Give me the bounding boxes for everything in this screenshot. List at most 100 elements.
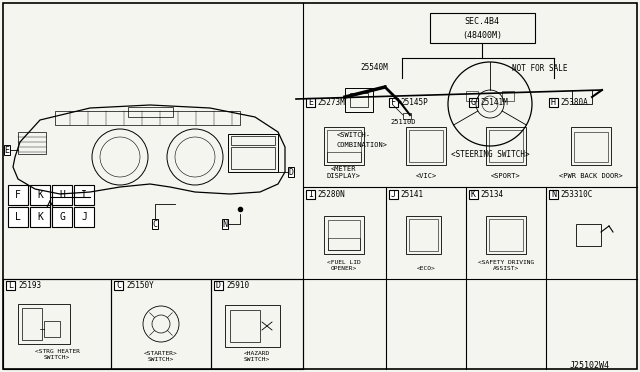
Text: J: J bbox=[391, 190, 396, 199]
Bar bbox=[574, 132, 608, 162]
Bar bbox=[8, 185, 28, 205]
Text: C: C bbox=[116, 281, 121, 290]
Bar bbox=[306, 98, 315, 107]
Text: 25273M: 25273M bbox=[317, 97, 345, 106]
Bar bbox=[231, 147, 275, 169]
Text: <SAFETY DRIVING
ASSIST>: <SAFETY DRIVING ASSIST> bbox=[478, 260, 534, 271]
Bar bbox=[3, 279, 111, 369]
Text: <STRG HEATER
SWITCH>: <STRG HEATER SWITCH> bbox=[35, 349, 79, 360]
Text: K: K bbox=[37, 190, 43, 200]
Text: N: N bbox=[223, 219, 227, 228]
Bar bbox=[571, 127, 611, 165]
Text: <FUEL LID
OPENER>: <FUEL LID OPENER> bbox=[327, 260, 361, 271]
Bar bbox=[52, 185, 72, 205]
Text: K: K bbox=[471, 190, 476, 199]
Text: <PWR BACK DOOR>: <PWR BACK DOOR> bbox=[559, 173, 623, 179]
Bar bbox=[327, 152, 361, 162]
Text: 25110D: 25110D bbox=[390, 119, 415, 125]
Bar bbox=[74, 185, 94, 205]
Text: 25540M: 25540M bbox=[360, 62, 388, 71]
Bar bbox=[409, 130, 443, 162]
Text: <METER
DISPLAY>: <METER DISPLAY> bbox=[327, 166, 361, 179]
Text: J25102W4: J25102W4 bbox=[570, 360, 610, 369]
Text: I: I bbox=[81, 190, 87, 200]
Bar bbox=[469, 98, 478, 107]
Bar bbox=[228, 134, 278, 172]
Bar bbox=[466, 91, 478, 101]
Text: F: F bbox=[391, 98, 396, 107]
Text: <SPORT>: <SPORT> bbox=[491, 173, 521, 179]
Bar bbox=[214, 281, 223, 290]
Bar bbox=[328, 238, 360, 250]
Bar bbox=[576, 224, 601, 246]
Bar bbox=[572, 90, 592, 104]
Bar bbox=[114, 281, 123, 290]
Text: <STEERING SWITCH>: <STEERING SWITCH> bbox=[451, 150, 529, 158]
Bar bbox=[324, 216, 364, 254]
Text: 25910: 25910 bbox=[226, 280, 249, 289]
Bar bbox=[74, 207, 94, 227]
Bar bbox=[6, 281, 15, 290]
Text: I: I bbox=[308, 190, 313, 199]
Text: 25150Y: 25150Y bbox=[126, 280, 154, 289]
Bar bbox=[22, 308, 42, 340]
Text: 25141: 25141 bbox=[400, 189, 423, 199]
Bar bbox=[549, 190, 558, 199]
Text: 25141M: 25141M bbox=[480, 97, 508, 106]
Bar bbox=[230, 310, 260, 342]
Text: D: D bbox=[216, 281, 221, 290]
Text: L: L bbox=[8, 281, 13, 290]
Bar bbox=[486, 216, 526, 254]
Text: E: E bbox=[308, 98, 313, 107]
Bar bbox=[389, 98, 398, 107]
Text: L: L bbox=[15, 212, 21, 222]
Bar bbox=[409, 219, 438, 251]
Text: G: G bbox=[471, 98, 476, 107]
Text: SEC.4B4: SEC.4B4 bbox=[465, 16, 499, 26]
Bar bbox=[52, 207, 72, 227]
Bar bbox=[502, 91, 514, 101]
Bar bbox=[128, 107, 173, 117]
Text: H: H bbox=[59, 190, 65, 200]
Bar bbox=[403, 113, 411, 119]
Text: <SWITCH-: <SWITCH- bbox=[337, 132, 371, 138]
Text: G: G bbox=[59, 212, 65, 222]
Text: <ECO>: <ECO> bbox=[417, 266, 435, 271]
Bar bbox=[225, 305, 280, 347]
Text: H: H bbox=[551, 98, 556, 107]
Text: 25145P: 25145P bbox=[400, 97, 428, 106]
Bar bbox=[406, 127, 446, 165]
Text: K: K bbox=[37, 212, 43, 222]
Text: <STARTER>
SWITCH>: <STARTER> SWITCH> bbox=[144, 351, 178, 362]
Text: <VIC>: <VIC> bbox=[415, 173, 436, 179]
Text: COMBINATION>: COMBINATION> bbox=[337, 142, 388, 148]
Text: N: N bbox=[551, 190, 556, 199]
Bar bbox=[44, 321, 60, 337]
Text: (48400M): (48400M) bbox=[462, 31, 502, 39]
Bar bbox=[111, 279, 211, 369]
Bar bbox=[549, 98, 558, 107]
Bar bbox=[345, 88, 373, 112]
Text: J: J bbox=[81, 212, 87, 222]
Bar bbox=[211, 279, 303, 369]
Text: 253310C: 253310C bbox=[560, 189, 593, 199]
Text: 25380A: 25380A bbox=[560, 97, 588, 106]
Bar bbox=[328, 220, 360, 250]
Bar bbox=[324, 127, 364, 165]
Bar bbox=[231, 136, 275, 145]
Bar bbox=[8, 207, 28, 227]
Bar bbox=[489, 130, 523, 162]
Text: 25280N: 25280N bbox=[317, 189, 345, 199]
Bar bbox=[30, 185, 50, 205]
Text: <HAZARD
SWITCH>: <HAZARD SWITCH> bbox=[244, 351, 270, 362]
Bar bbox=[327, 130, 361, 162]
Bar bbox=[406, 216, 441, 254]
Bar bbox=[469, 190, 478, 199]
Bar bbox=[350, 93, 368, 107]
Text: F: F bbox=[15, 190, 21, 200]
Bar bbox=[30, 207, 50, 227]
Bar bbox=[430, 13, 535, 43]
Bar bbox=[18, 304, 70, 344]
Text: D: D bbox=[289, 167, 294, 176]
Text: 25193: 25193 bbox=[18, 280, 41, 289]
